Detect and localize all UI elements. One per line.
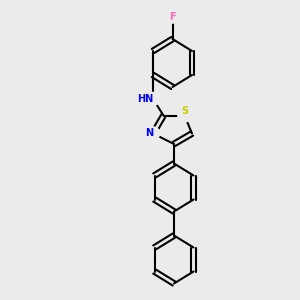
Text: S: S (181, 106, 188, 116)
Circle shape (146, 127, 160, 140)
Circle shape (166, 10, 179, 23)
Text: N: N (145, 128, 153, 139)
Circle shape (146, 92, 160, 106)
Text: HN: HN (137, 94, 153, 104)
Circle shape (178, 109, 191, 122)
Text: F: F (169, 11, 176, 22)
